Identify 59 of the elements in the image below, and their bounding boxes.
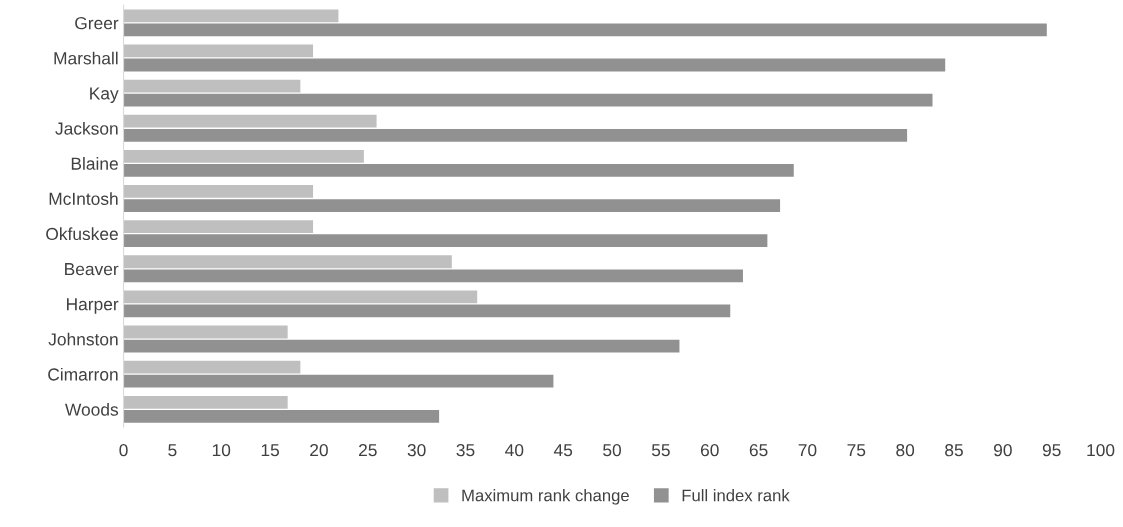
x-tick-label: 65 [749,444,768,457]
bar [123,255,452,269]
bar [123,325,288,339]
y-tick-label: Johnston [48,332,118,346]
y-tick-label: Kay [90,87,119,103]
x-tick-label: 100 [1087,444,1115,457]
x-tick-label: 15 [261,444,280,457]
x-tick-label: 0 [119,444,128,457]
x-tick-label: 95 [1042,444,1061,457]
y-tick-label: Cimarron [48,367,118,381]
x-tick-label: 60 [700,444,719,457]
y-tick-label: Marshall [54,51,118,65]
bar [123,149,364,163]
y-tick-label: McIntosh [49,192,118,205]
x-tick-label: 20 [310,444,328,457]
bar [123,360,301,374]
x-tick-label: 90 [994,444,1012,457]
bar [123,339,680,353]
bar [123,44,314,58]
bar [123,269,743,283]
bar [123,220,314,233]
x-tick-label: 35 [456,444,475,457]
y-tick-label: Beaver [65,263,119,276]
bar [123,374,554,388]
bar [123,304,731,318]
bar [123,9,339,23]
x-tick-label: 75 [847,444,866,457]
x-tick-label: 45 [553,444,573,457]
bar [123,23,1047,37]
bar [123,128,908,142]
bar [123,199,781,212]
legend-label: Full index rank [682,489,790,502]
x-tick-label: 80 [896,444,915,457]
bar [123,164,794,177]
legend-label: Maximum rank change [462,489,629,505]
bar [123,58,946,72]
x-tick-label: 85 [945,444,963,457]
bar [123,234,768,248]
bar [123,409,440,423]
y-tick-label: Woods [65,403,119,416]
y-tick-label: Blaine [71,157,118,170]
bar [123,114,377,128]
bar [123,93,933,107]
x-tick-label: 25 [359,444,377,457]
x-tick-label: 40 [505,444,524,457]
y-tick-label: Harper [67,298,119,314]
bar [123,395,288,409]
bar [123,185,314,198]
x-tick-label: 50 [603,444,622,457]
y-tick-label: Jackson [55,121,118,135]
bar [123,290,478,304]
bar [123,79,301,93]
x-tick-label: 30 [407,444,426,457]
x-tick-label: 10 [212,444,231,457]
x-tick-label: 55 [651,444,670,457]
y-tick-label: Okfuskee [46,227,118,241]
x-tick-label: 5 [168,444,177,457]
y-tick-label: Greer [75,17,119,30]
x-tick-label: 70 [798,444,817,457]
